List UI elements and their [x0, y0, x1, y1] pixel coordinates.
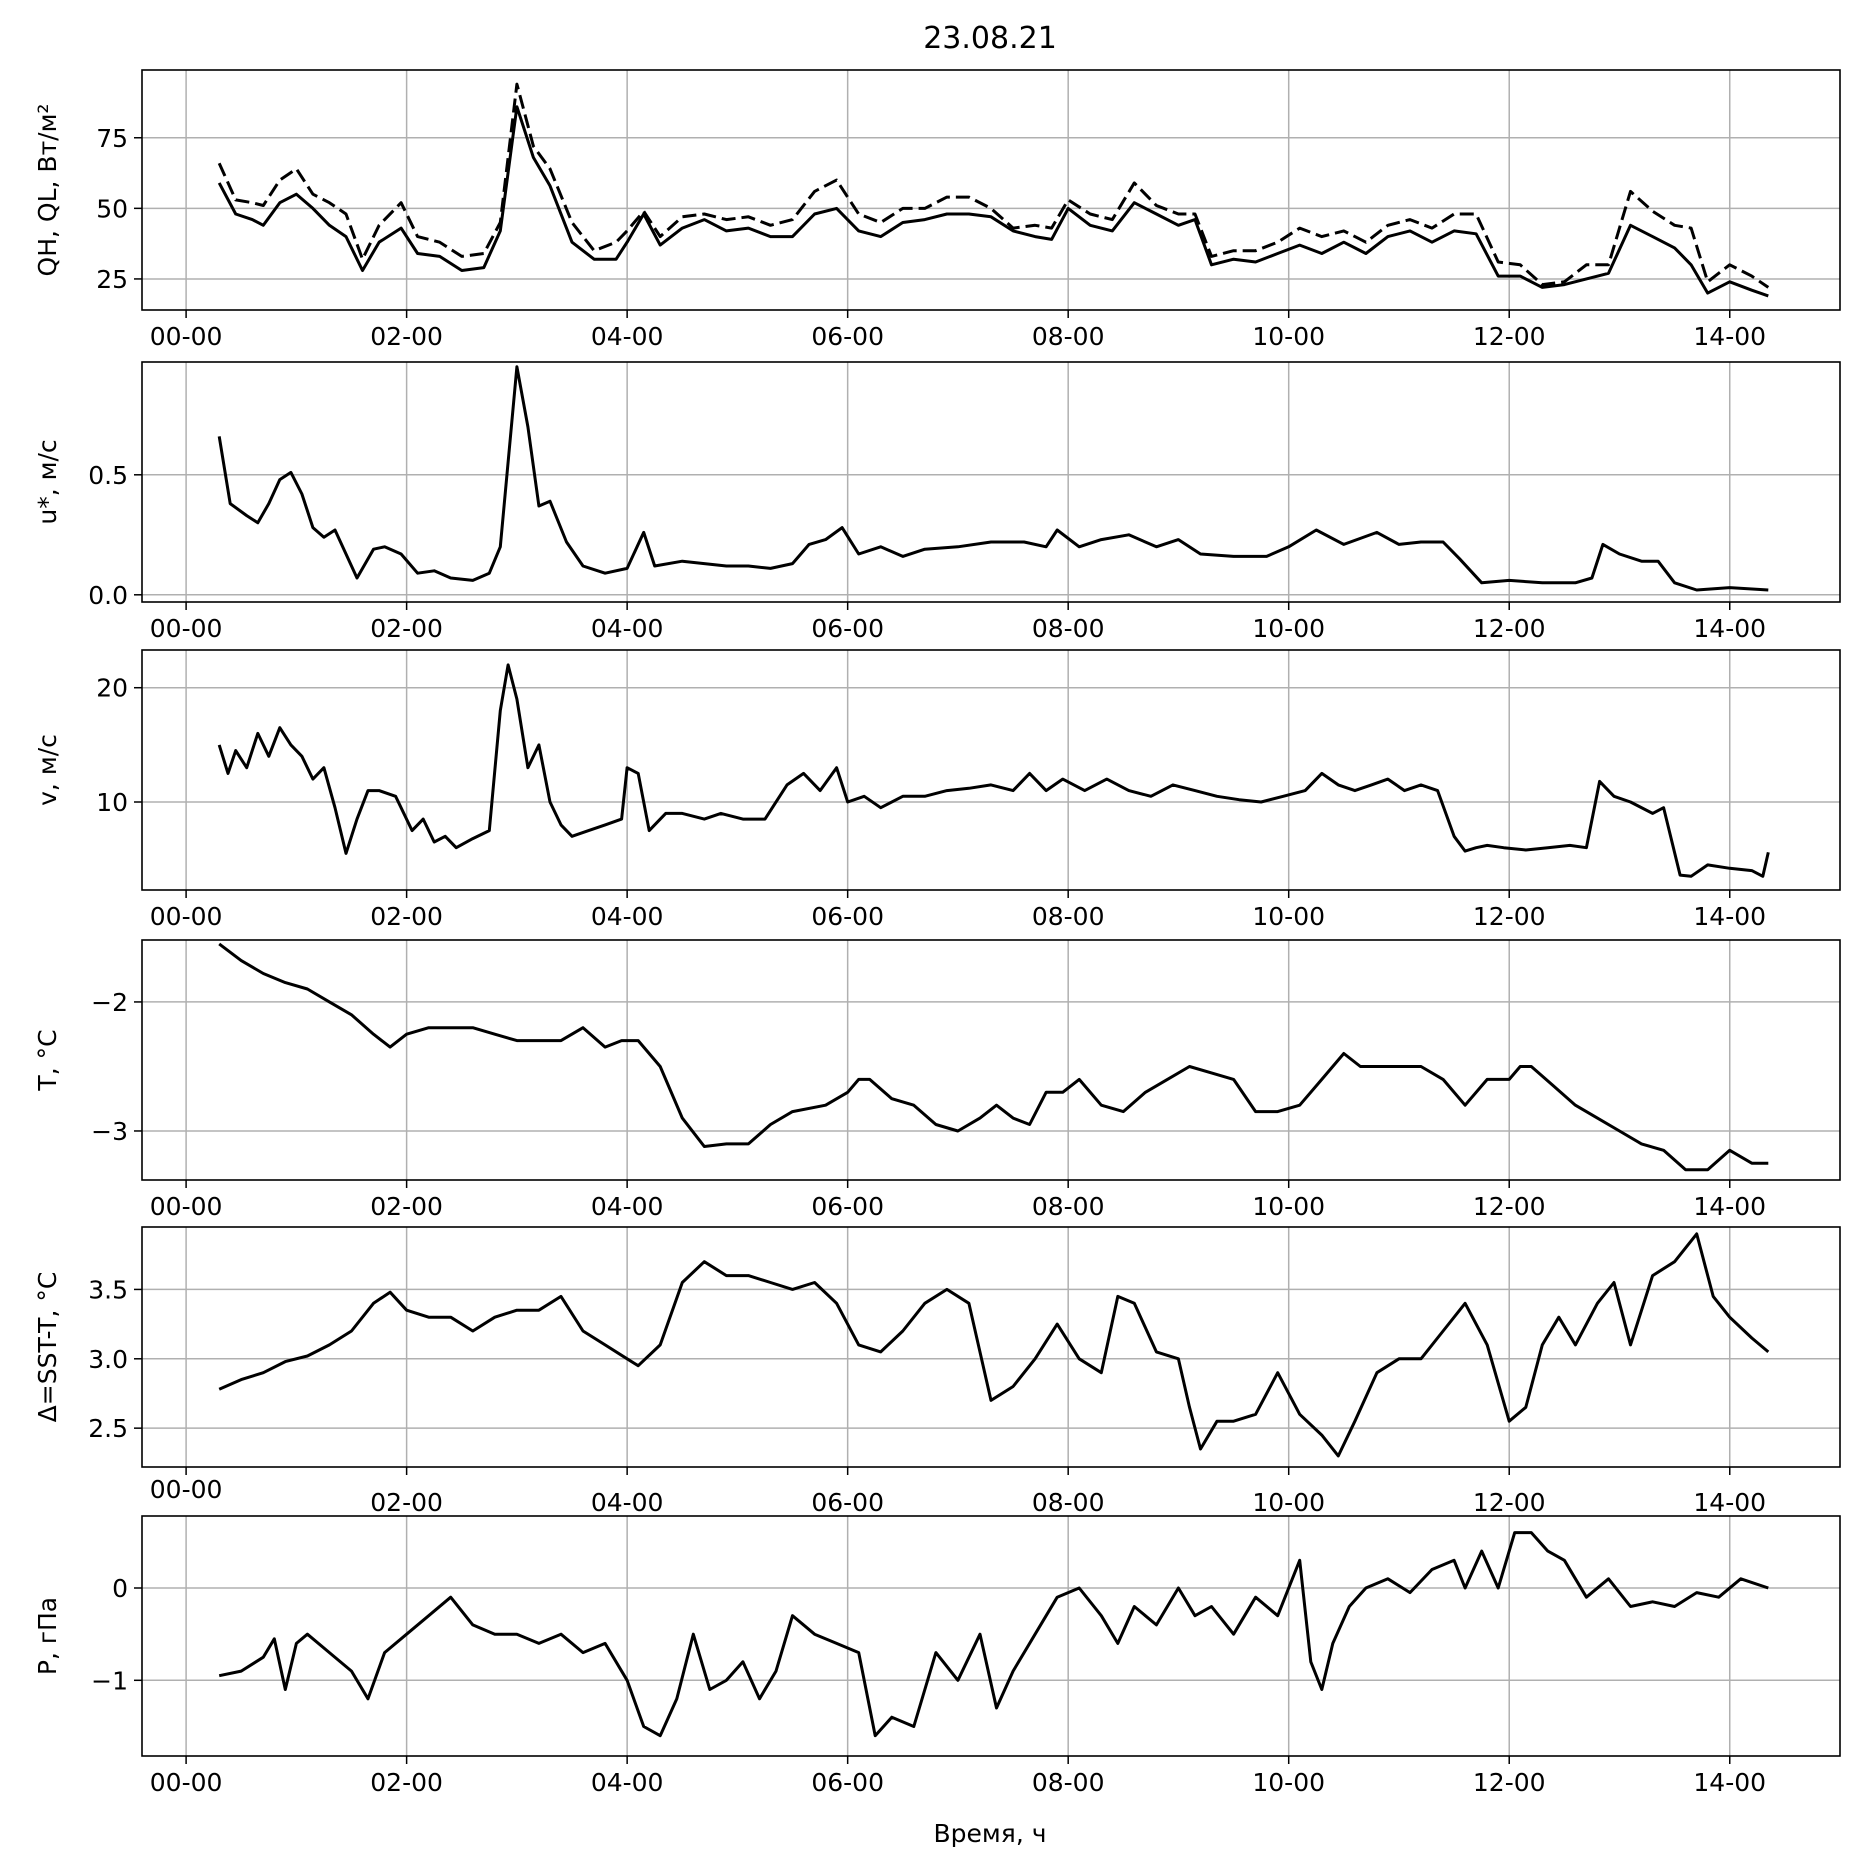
- y-tick-label: 20: [96, 674, 128, 703]
- x-tick-label: 04-00: [591, 902, 664, 931]
- x-tick-label: 10-00: [1252, 1192, 1325, 1221]
- x-tick-label: 04-00: [591, 614, 664, 643]
- x-tick-label: 14-00: [1693, 1192, 1766, 1221]
- y-tick-label: 10: [96, 788, 128, 817]
- x-tick-label: 02-00: [370, 1488, 443, 1517]
- y-tick-label: 75: [96, 124, 128, 153]
- x-tick-label: 10-00: [1252, 1488, 1325, 1517]
- x-tick-label: 00-00: [150, 1768, 223, 1797]
- y-tick-label: −1: [91, 1666, 128, 1695]
- panel-4: 00-00 02-00 04-00 06-00 08-00 10-00 12-00 14-00…: [33, 939, 1841, 1221]
- x-tick-label: 12-00: [1473, 614, 1546, 643]
- series-line-solid: [217, 105, 1769, 298]
- x-tick-label: 08-00: [1032, 1192, 1105, 1221]
- series-line-solid: [218, 942, 1769, 1172]
- x-tick-label: 06-00: [811, 1192, 884, 1221]
- y-axis-label: Δ=SST-T, °C: [33, 1272, 62, 1423]
- x-tick-label: 10-00: [1252, 902, 1325, 931]
- series-line-solid: [217, 663, 1770, 878]
- x-tick-label: 08-00: [1032, 1768, 1105, 1797]
- y-axis-label: u*, м/с: [33, 439, 62, 524]
- x-tick-label: 08-00: [1032, 322, 1105, 351]
- y-axis-label: v, м/с: [33, 734, 62, 806]
- panel-frame: [141, 939, 1841, 1181]
- x-tick-label: 08-00: [1032, 902, 1105, 931]
- y-axis-label: T, °C: [33, 1029, 62, 1091]
- panel-6: 00-00 02-00 04-00 06-00 08-00 10-00 12-00 14-00…: [33, 1515, 1841, 1797]
- x-tick-label: 10-00: [1252, 614, 1325, 643]
- x-tick-label: 12-00: [1473, 1192, 1546, 1221]
- series-line-solid: [218, 1232, 1770, 1458]
- x-tick-label: 04-00: [591, 1488, 664, 1517]
- x-tick-label: 04-00: [591, 1192, 664, 1221]
- panel-frame: [141, 361, 1841, 603]
- x-tick-label: 04-00: [591, 1768, 664, 1797]
- panel-3: 00-00 02-00 04-00 06-00 08-00 10-00 12-00 14-00…: [33, 649, 1841, 931]
- panel-frame: [141, 1226, 1841, 1468]
- x-tick-label: 00-00: [150, 902, 223, 931]
- x-tick-label: 14-00: [1693, 902, 1766, 931]
- x-tick-label: 12-00: [1473, 1768, 1546, 1797]
- y-tick-label: 0: [112, 1574, 128, 1603]
- y-tick-label: 25: [96, 265, 128, 294]
- series-line-solid: [217, 365, 1769, 592]
- y-tick-label: −2: [91, 988, 128, 1017]
- x-tick-label: 00-00: [150, 322, 223, 351]
- x-tick-label: 12-00: [1473, 322, 1546, 351]
- x-tick-label: 02-00: [370, 1192, 443, 1221]
- x-tick-label: 10-00: [1252, 322, 1325, 351]
- x-tick-label: 12-00: [1473, 902, 1546, 931]
- x-tick-label: 06-00: [811, 322, 884, 351]
- x-tick-label: 06-00: [811, 614, 884, 643]
- x-tick-label: 14-00: [1693, 1768, 1766, 1797]
- y-tick-label: 3.5: [88, 1275, 128, 1304]
- y-tick-label: 2.5: [88, 1414, 128, 1443]
- y-tick-label: 50: [96, 194, 128, 223]
- x-tick-label: 06-00: [811, 902, 884, 931]
- x-tick-label: 08-00: [1032, 614, 1105, 643]
- series-line-solid: [218, 1531, 1769, 1738]
- x-tick-label: 14-00: [1693, 1488, 1766, 1517]
- x-tick-label: 02-00: [370, 322, 443, 351]
- y-axis-label: P, гПа: [33, 1597, 62, 1675]
- y-tick-label: 0.5: [88, 461, 128, 490]
- y-axis-label: QH, QL, Вт/м²: [33, 104, 62, 277]
- panels-container: 00-00 02-00 04-00 06-00 08-00 10-00 12-00 14-00…: [33, 69, 1841, 1797]
- x-tick-label: 04-00: [591, 322, 664, 351]
- figure-title: 23.08.21: [923, 21, 1057, 56]
- x-tick-label: 08-00: [1032, 1488, 1105, 1517]
- panel-frame: [141, 649, 1841, 891]
- panel-frame: [141, 69, 1841, 311]
- x-tick-label: 02-00: [370, 1768, 443, 1797]
- y-tick-label: −3: [91, 1117, 128, 1146]
- series-line-dashed: [217, 82, 1770, 289]
- x-tick-label: 00-00: [150, 1475, 223, 1504]
- x-tick-label: 00-00: [150, 614, 223, 643]
- x-axis-label: Время, ч: [934, 1819, 1047, 1848]
- x-tick-label: 10-00: [1252, 1768, 1325, 1797]
- panel-frame: [141, 1515, 1841, 1757]
- x-tick-label: 02-00: [370, 614, 443, 643]
- x-tick-label: 06-00: [811, 1488, 884, 1517]
- y-tick-label: 3.0: [88, 1345, 128, 1374]
- x-tick-label: 06-00: [811, 1768, 884, 1797]
- x-tick-label: 14-00: [1693, 322, 1766, 351]
- y-tick-label: 0.0: [88, 581, 128, 610]
- x-tick-label: 14-00: [1693, 614, 1766, 643]
- panel-1: 00-00 02-00 04-00 06-00 08-00 10-00 12-00 14-00…: [33, 69, 1841, 351]
- x-tick-label: 02-00: [370, 902, 443, 931]
- x-tick-label: 12-00: [1473, 1488, 1546, 1517]
- panel-2: 00-00 02-00 04-00 06-00 08-00 10-00 12-00 14-00…: [33, 361, 1841, 643]
- panel-5: 00-00 02-00 04-00 06-00 08-00 10-00 12-00 14-00…: [33, 1226, 1841, 1517]
- x-tick-label: 00-00: [150, 1192, 223, 1221]
